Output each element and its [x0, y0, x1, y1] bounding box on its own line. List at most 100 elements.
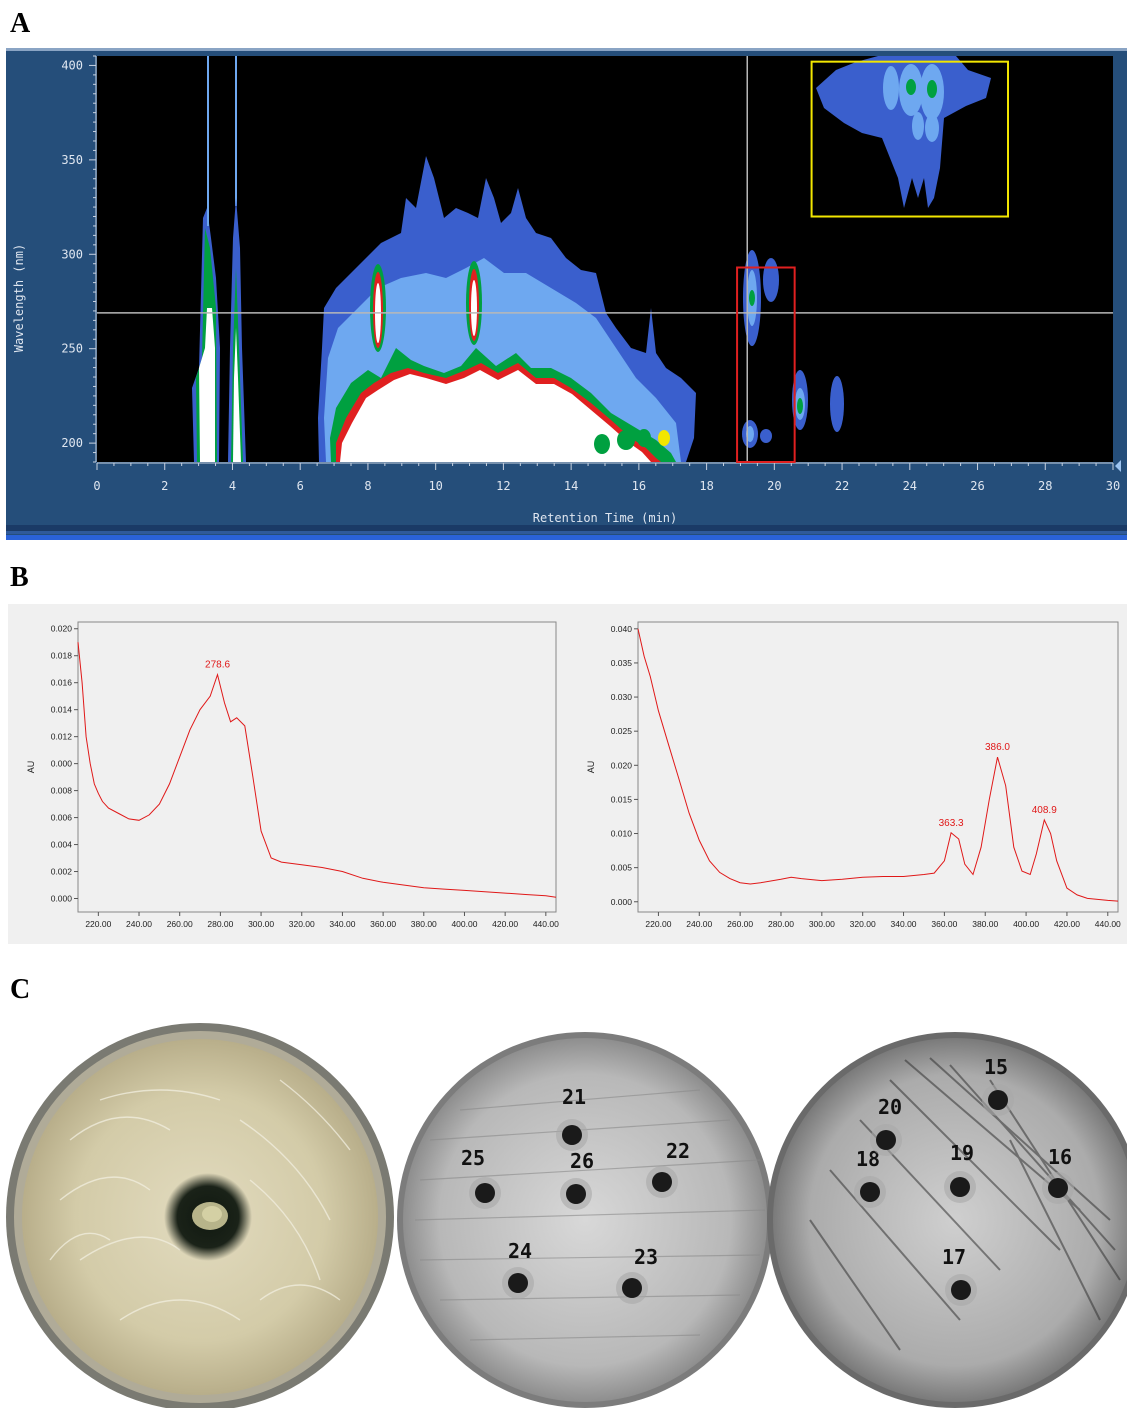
y-tick-label: 0.030 [611, 692, 633, 702]
x-tick-label: 400.00 [451, 919, 477, 929]
x-tick-label: 380.00 [411, 919, 437, 929]
x-tick-label: 240.00 [686, 919, 712, 929]
well [622, 1278, 642, 1298]
y-tick-label: 0.000 [51, 759, 73, 769]
well-label: 17 [942, 1245, 966, 1269]
well [950, 1177, 970, 1197]
x-tick-label: 340.00 [329, 919, 355, 929]
x-tick-label: 220.00 [645, 919, 671, 929]
x-tick-label: 360.00 [370, 919, 396, 929]
peak-label: 363.3 [939, 818, 964, 829]
y-tick-label: 0.008 [51, 786, 73, 796]
y-tick-label: 0.035 [611, 658, 633, 668]
y-tick-label: 250 [61, 342, 83, 356]
y-tick-label: 200 [61, 436, 83, 450]
x-tick-label: 22 [835, 479, 849, 493]
x-tick-label: 240.00 [126, 919, 152, 929]
plate-left [6, 1023, 394, 1411]
x-tick-label: 26 [970, 479, 984, 493]
y-tick-label: 0.018 [51, 651, 73, 661]
well [1048, 1178, 1068, 1198]
x-tick-label: 300.00 [248, 919, 274, 929]
y-tick-label: 0.014 [51, 705, 73, 715]
y-tick-label: 0.020 [611, 760, 633, 770]
x-tick-label: 280.00 [207, 919, 233, 929]
peak-label: 386.0 [985, 742, 1010, 753]
x-tick-label: 220.00 [85, 919, 111, 929]
y-axis-label: Wavelength (nm) [12, 244, 26, 352]
x-tick-label: 420.00 [1054, 919, 1080, 929]
well [566, 1184, 586, 1204]
y-tick-label: 350 [61, 153, 83, 167]
x-tick-label: 28 [1038, 479, 1052, 493]
well [876, 1130, 896, 1150]
x-tick-label: 300.00 [809, 919, 835, 929]
y-tick-label: 0.020 [51, 624, 73, 634]
x-tick-label: 420.00 [492, 919, 518, 929]
spectrum-chart-1: 0.000 0.002 0.004 0.006 0.008 0.000 0.012 0.014… [26, 621, 559, 929]
panel-label-b: B [10, 562, 29, 593]
x-tick-label: 260.00 [167, 919, 193, 929]
x-tick-label: 10 [428, 479, 442, 493]
well-label: 20 [878, 1095, 902, 1119]
y-tick-label: 400 [61, 58, 83, 72]
well-label: 26 [570, 1149, 594, 1173]
well [652, 1172, 672, 1192]
x-tick-label: 4 [229, 479, 236, 493]
x-tick-label: 280.00 [768, 919, 794, 929]
panel-label-c: C [10, 974, 31, 1005]
x-tick-label: 20 [767, 479, 781, 493]
x-tick-label: 18 [699, 479, 713, 493]
x-tick-label: 2 [161, 479, 168, 493]
y-tick-label: 0.025 [611, 726, 633, 736]
y-axis-label: AU [586, 761, 596, 774]
contour-layer [192, 56, 991, 462]
spectra-svg: 0.000 0.002 0.004 0.006 0.008 0.000 0.012 0.014… [26, 621, 1121, 929]
x-tick-label: 400.00 [1013, 919, 1039, 929]
highlight-box [810, 60, 1010, 218]
x-tick-label: 0 [93, 479, 100, 493]
y-axis-label: AU [26, 761, 36, 774]
panel-label-a: A [10, 8, 31, 39]
well-label: 15 [984, 1055, 1008, 1079]
plot-frame [77, 621, 557, 913]
y-tick-label: 0.016 [51, 678, 73, 688]
contour-plot-panel: 200 250 300 350 400 0 2 4 6 8 10 12 14 16 18 20 22 24 26 28… [6, 48, 1127, 540]
x-tick-label: 24 [903, 479, 917, 493]
x-tick-label: 320.00 [850, 919, 876, 929]
x-tick-label: 440.00 [533, 919, 559, 929]
x-tick-label: 8 [364, 479, 371, 493]
y-tick-label: 0.004 [51, 840, 73, 850]
x-tick-label: 30 [1106, 479, 1120, 493]
y-tick-label: 0.002 [51, 867, 73, 877]
y-tick-label: 0.010 [611, 829, 633, 839]
well-label: 23 [634, 1245, 658, 1269]
x-tick-label: 12 [496, 479, 510, 493]
y-tick-label: 0.005 [611, 863, 633, 873]
contour-overlays [97, 56, 1121, 472]
agar-plates-panel: 21 22 23 24 25 26 15 16 17 18 19 20 [0, 1020, 1127, 1411]
x-tick-label: 6 [297, 479, 304, 493]
plot-frame [637, 621, 1119, 913]
well [475, 1183, 495, 1203]
x-tick-label: 360.00 [931, 919, 957, 929]
x-tick-label: 14 [564, 479, 578, 493]
well-label: 22 [666, 1139, 690, 1163]
spectrum-chart-2: 0.000 0.005 0.010 0.015 0.020 0.025 0.030 0.035… [586, 621, 1121, 929]
x-axis-label: Retention Time (min) [533, 511, 678, 525]
x-tick-label: 16 [632, 479, 646, 493]
y-tick-label: 0.015 [611, 794, 633, 804]
peak-label: 278.6 [205, 660, 230, 671]
plate-middle: 21 22 23 24 25 26 [397, 1032, 773, 1408]
x-tick-label: 260.00 [727, 919, 753, 929]
well-label: 21 [562, 1085, 586, 1109]
spectra-panel: 0.000 0.002 0.004 0.006 0.008 0.000 0.012 0.014… [8, 604, 1127, 944]
scroll-arrow-icon[interactable] [1115, 460, 1121, 472]
x-tick-label: 380.00 [972, 919, 998, 929]
well [860, 1182, 880, 1202]
y-tick-label: 0.012 [51, 732, 73, 742]
y-tick-label: 300 [61, 247, 83, 261]
